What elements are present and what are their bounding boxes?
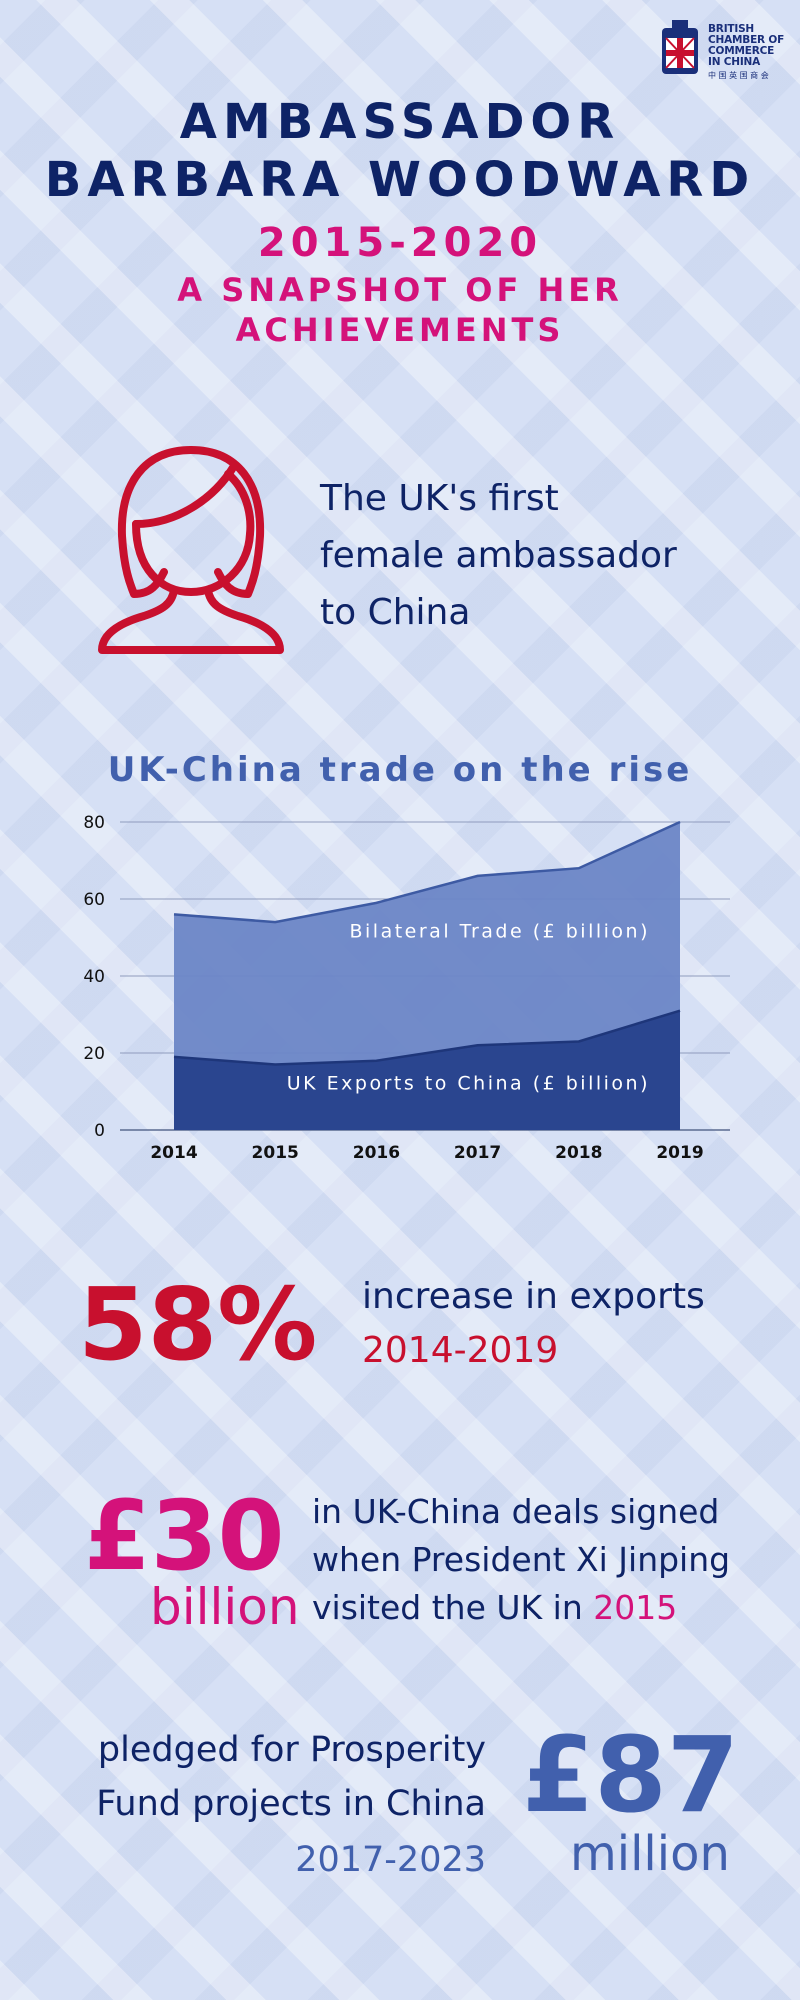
- trade-area-chart: 0 20 40 60 80 Bilateral Trade (£ billion) UK E…: [83, 813, 730, 1163]
- logo-line-1: BRITISH: [708, 23, 755, 35]
- exports-increase-value: 58%: [78, 1266, 318, 1383]
- deals-year: 2015: [593, 1588, 678, 1627]
- x-tick-label: 2018: [555, 1143, 602, 1163]
- first-female-line-3: to China: [320, 592, 471, 633]
- y-tick-label: 20: [83, 1044, 105, 1064]
- first-female-text: The UK's first female ambassador to Chin…: [320, 470, 740, 641]
- logo-chinese: 中 国 英 国 商 会: [708, 71, 769, 80]
- x-tick-label: 2015: [252, 1143, 299, 1163]
- first-female-line-1: The UK's first: [320, 478, 559, 519]
- bccc-logo: BRITISH CHAMBER OF COMMERCE IN CHINA 中 国…: [658, 18, 788, 80]
- prosperity-line-2: Fund projects in China: [96, 1784, 486, 1824]
- logo-line-2: CHAMBER OF: [708, 34, 785, 46]
- deals-line-2: when President Xi Jinping: [312, 1540, 731, 1579]
- title-line-2: BARBARA WOODWARD: [44, 152, 756, 208]
- prosperity-period: 2017-2023: [295, 1840, 486, 1880]
- series-label-0: Bilateral Trade (£ billion): [349, 921, 650, 943]
- deals-line-3-text: visited the UK in: [312, 1588, 594, 1627]
- exports-increase-label: increase in exports: [362, 1276, 705, 1317]
- exports-increase-period: 2014-2019: [362, 1330, 559, 1371]
- deals-line-1: in UK-China deals signed: [312, 1492, 720, 1531]
- y-tick-label: 80: [83, 813, 105, 833]
- x-tick-label: 2017: [454, 1143, 501, 1163]
- deals-line-3: visited the UK in 2015: [312, 1588, 677, 1627]
- prosperity-value: £87: [522, 1714, 740, 1836]
- chart-title: UK-China trade on the rise: [107, 750, 693, 790]
- y-tick-label: 0: [94, 1121, 105, 1141]
- subtitle: A SNAPSHOT OF HER ACHIEVEMENTS: [177, 271, 623, 349]
- y-tick-label: 60: [83, 890, 105, 910]
- deals-unit: billion: [150, 1578, 300, 1636]
- x-tick-label: 2016: [353, 1143, 400, 1163]
- first-female-line-2: female ambassador: [320, 535, 677, 576]
- years-range: 2015-2020: [257, 220, 543, 266]
- prosperity-unit: million: [570, 1826, 730, 1882]
- x-tick-label: 2019: [656, 1143, 703, 1163]
- deals-value: £30: [84, 1480, 285, 1592]
- female-person-icon: [98, 446, 284, 654]
- y-tick-label: 40: [83, 967, 105, 987]
- area-series-1: [174, 1010, 680, 1130]
- prosperity-line-1: pledged for Prosperity: [97, 1730, 486, 1770]
- title-line-1: AMBASSADOR: [179, 94, 621, 150]
- series-label-1: UK Exports to China (£ billion): [287, 1073, 650, 1095]
- chamber-logo-icon: [662, 20, 698, 74]
- line-series-0: [173, 820, 681, 924]
- logo-line-4: IN CHINA: [708, 56, 761, 68]
- line-series-1: [173, 1009, 681, 1066]
- logo-line-3: COMMERCE: [708, 45, 775, 57]
- x-tick-label: 2014: [150, 1143, 197, 1163]
